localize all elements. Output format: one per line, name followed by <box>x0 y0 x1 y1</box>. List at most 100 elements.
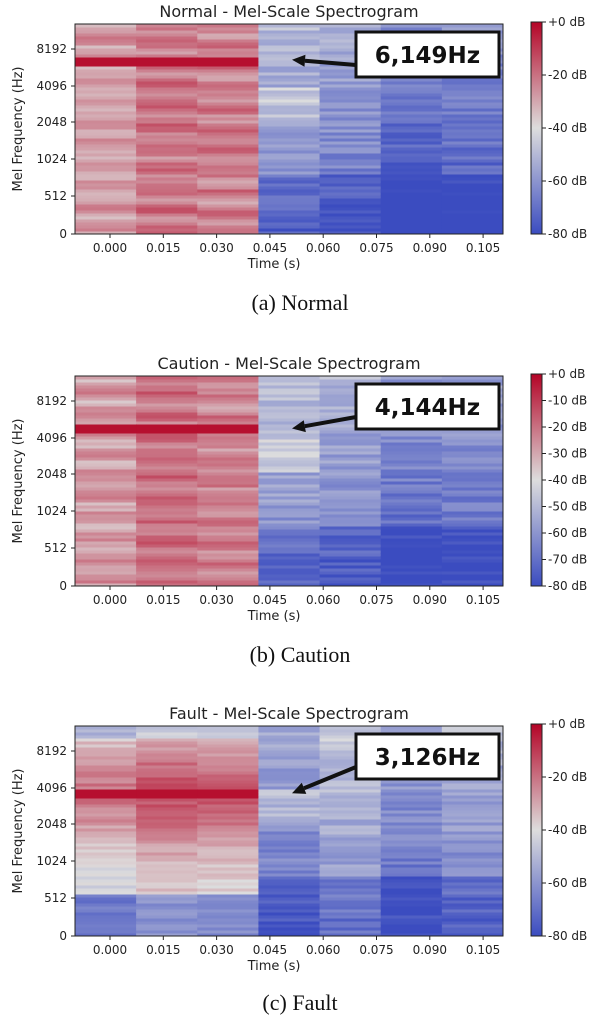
heatmap-cell <box>319 388 382 392</box>
heatmap-cell <box>380 840 443 844</box>
heatmap-cell <box>441 499 504 503</box>
heatmap-cell <box>380 930 443 934</box>
heatmap-cell <box>319 499 382 503</box>
heatmap-cell <box>197 78 259 82</box>
heatmap-cell <box>75 210 137 214</box>
heatmap-cell <box>197 439 259 443</box>
heatmap-cell <box>380 849 443 853</box>
colorbar <box>530 723 543 937</box>
heatmap-cell <box>319 828 382 832</box>
heatmap-cell <box>258 753 321 757</box>
heatmap-cell <box>136 216 198 220</box>
heatmap-cell <box>136 382 198 386</box>
heatmap-cell <box>258 819 321 823</box>
heatmap-cell <box>258 427 321 431</box>
heatmap-cell <box>75 529 137 533</box>
heatmap-cell <box>197 577 259 581</box>
heatmap-cell <box>319 436 382 440</box>
heatmap-cell <box>75 168 137 172</box>
heatmap-cell <box>75 30 137 34</box>
heatmap-cell <box>197 123 259 127</box>
heatmap-cell <box>136 412 198 416</box>
heatmap-cell <box>197 394 259 398</box>
heatmap-cell <box>319 846 382 850</box>
heatmap-cell <box>258 376 321 380</box>
heatmap-cell <box>75 385 137 389</box>
heatmap-cell <box>258 177 321 181</box>
heatmap-cell <box>319 439 382 443</box>
heatmap-cell <box>380 99 443 103</box>
heatmap-cell <box>75 756 137 760</box>
heatmap-cell <box>441 436 504 440</box>
heatmap-cell <box>319 834 382 838</box>
heatmap-cell <box>319 454 382 458</box>
heatmap-cell <box>197 469 259 473</box>
heatmap-cell <box>319 222 382 226</box>
heatmap-cell <box>136 535 198 539</box>
heatmap-cell <box>441 78 504 82</box>
heatmap-cell <box>319 792 382 796</box>
heatmap-cell <box>319 219 382 223</box>
heatmap-cell <box>441 144 504 148</box>
heatmap-cell <box>319 132 382 136</box>
heatmap-cell <box>136 876 198 880</box>
heatmap-cell <box>380 532 443 536</box>
heatmap-cell <box>75 873 137 877</box>
heatmap-cell <box>75 376 137 380</box>
heatmap-cell <box>197 831 259 835</box>
heatmap-cell <box>319 207 382 211</box>
heatmap-cell <box>136 559 198 563</box>
heatmap-cell <box>75 547 137 551</box>
x-axis-label: Time (s) <box>247 959 301 974</box>
heatmap-cell <box>319 496 382 500</box>
heatmap-cell <box>319 876 382 880</box>
heatmap-cell <box>75 792 137 796</box>
heatmap-cell <box>319 123 382 127</box>
heatmap-cell <box>136 918 198 922</box>
heatmap-cell <box>380 574 443 578</box>
heatmap-cell <box>319 565 382 569</box>
heatmap-cell <box>75 906 137 910</box>
heatmap-cell <box>380 228 443 232</box>
heatmap-cell <box>258 207 321 211</box>
heatmap-cell <box>136 469 198 473</box>
heatmap-cell <box>441 213 504 217</box>
heatmap-cell <box>319 105 382 109</box>
heatmap-cell <box>319 153 382 157</box>
heatmap-cell <box>380 804 443 808</box>
heatmap-cell <box>75 768 137 772</box>
heatmap-cell <box>258 195 321 199</box>
heatmap-cell <box>258 571 321 575</box>
heatmap-cell <box>136 457 198 461</box>
heatmap-cell <box>136 511 198 515</box>
heatmap-cell <box>75 759 137 763</box>
heatmap-cell <box>197 72 259 76</box>
annotation-arrowhead <box>292 54 306 67</box>
heatmap-cell <box>136 735 198 739</box>
heatmap-cell <box>380 807 443 811</box>
heatmap-cell <box>75 153 137 157</box>
heatmap-cell <box>197 864 259 868</box>
heatmap-cell <box>136 403 198 407</box>
heatmap-cell <box>75 424 137 428</box>
heatmap-cell <box>75 819 137 823</box>
heatmap-cell <box>197 442 259 446</box>
heatmap-cell <box>75 174 137 178</box>
heatmap-cell <box>441 493 504 497</box>
heatmap-cell <box>75 60 137 64</box>
heatmap-cell <box>197 159 259 163</box>
heatmap-cell <box>136 744 198 748</box>
heatmap-cell <box>258 216 321 220</box>
heatmap-cell <box>380 81 443 85</box>
x-tick-label: 0.015 <box>146 241 180 255</box>
heatmap-cell <box>441 102 504 106</box>
heatmap-cell <box>197 87 259 91</box>
x-tick-label: 0.000 <box>93 943 127 957</box>
heatmap-cell <box>319 843 382 847</box>
heatmap-cell <box>75 412 137 416</box>
heatmap-cell <box>197 927 259 931</box>
heatmap-cell <box>75 831 137 835</box>
heatmap-cell <box>441 117 504 121</box>
heatmap-cell <box>197 165 259 169</box>
heatmap-cell <box>441 801 504 805</box>
